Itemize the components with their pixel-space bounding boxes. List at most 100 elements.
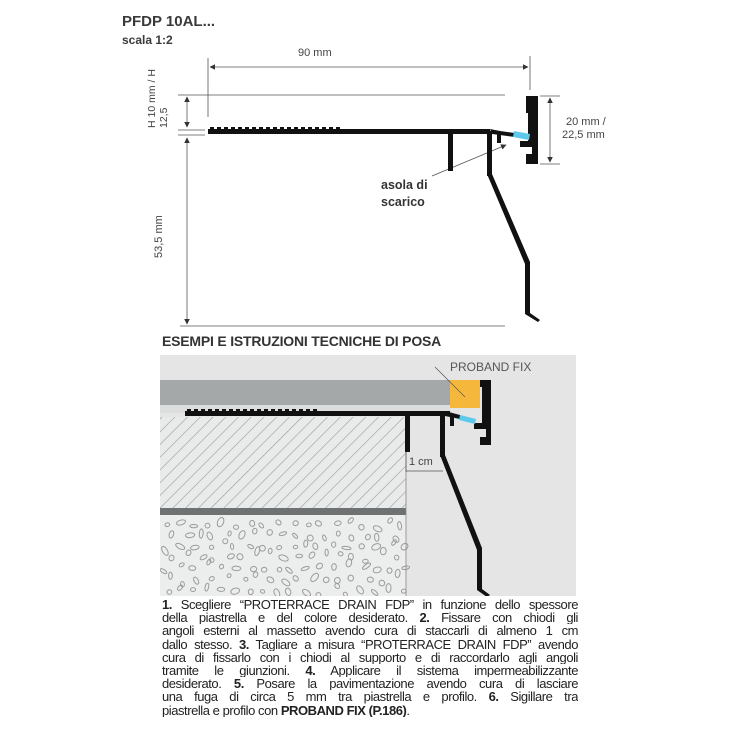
gravel-pebble bbox=[356, 585, 365, 595]
gravel-pebble bbox=[252, 527, 258, 535]
instruction-text: desiderato. bbox=[162, 677, 234, 691]
profile-tooth bbox=[259, 127, 263, 129]
gravel-pebble bbox=[229, 543, 235, 550]
height-dimension-label: H 10 mm / H 12,5 bbox=[146, 69, 170, 128]
installation-heading: ESEMPI E ISTRUZIONI TECNICHE DI POSA bbox=[162, 333, 442, 349]
gravel-pebble bbox=[247, 543, 255, 550]
instruction-line: angoli esterni al massetto avendo cura d… bbox=[162, 624, 578, 637]
gravel-pebble bbox=[160, 568, 168, 575]
product-reference: PROBAND FIX (P.186) bbox=[280, 703, 407, 717]
gravel-pebble bbox=[362, 558, 369, 564]
profile-tooth bbox=[336, 127, 340, 129]
sealant-label: PROBAND FIX bbox=[450, 360, 532, 374]
gravel-pebble bbox=[226, 573, 232, 579]
gravel-pebble bbox=[342, 591, 348, 596]
gravel-pebble bbox=[364, 533, 371, 541]
gravel-pebble bbox=[243, 576, 249, 582]
gravel-pebble bbox=[331, 541, 337, 548]
gravel-pebble bbox=[370, 589, 379, 596]
gravel-pebble bbox=[391, 539, 397, 546]
instruction-text: cura di fissarlo con i chiodi al support… bbox=[162, 650, 578, 664]
gravel-pebble bbox=[278, 554, 289, 562]
gravel-pebble bbox=[258, 522, 265, 529]
gravel-pebble bbox=[322, 576, 330, 584]
gravel-pebble bbox=[315, 562, 324, 570]
gravel-pebble bbox=[204, 582, 210, 592]
gravel-pebble bbox=[314, 520, 323, 527]
gravel-pebble bbox=[281, 578, 291, 587]
instruction-text: tramite le giunzioni. bbox=[162, 663, 306, 678]
membrane-layer bbox=[160, 508, 406, 515]
gravel-pebble bbox=[348, 534, 355, 542]
gravel-pebble bbox=[372, 566, 382, 574]
profile-tooth bbox=[313, 409, 317, 411]
gravel-pebble bbox=[161, 545, 169, 556]
step-number: 3. bbox=[238, 637, 249, 651]
adhesive-layer bbox=[160, 405, 450, 413]
gravel-pebble bbox=[347, 517, 354, 524]
profile-shape bbox=[208, 96, 540, 322]
profile-installed bbox=[185, 380, 491, 596]
profile-tooth bbox=[308, 127, 312, 129]
drain-slot bbox=[459, 415, 476, 424]
gravel-pebble bbox=[387, 517, 394, 524]
gravel-pebble bbox=[199, 554, 208, 561]
instruction-text: Sigillare tra bbox=[498, 690, 578, 704]
profile-tooth bbox=[322, 127, 326, 129]
gravel-pebble bbox=[168, 530, 175, 539]
profile-tooth bbox=[299, 409, 303, 411]
gravel-pebble bbox=[393, 554, 400, 561]
installation-illustration bbox=[160, 355, 576, 596]
gravel-pebble bbox=[335, 530, 341, 537]
gravel-pebble bbox=[175, 542, 186, 551]
gravel-pebble bbox=[292, 575, 299, 582]
step-number: 5. bbox=[233, 677, 244, 691]
gravel-pebble bbox=[312, 542, 319, 551]
gravel-pebble bbox=[358, 523, 365, 531]
gravel-pebble bbox=[366, 576, 374, 583]
gravel-pebble bbox=[292, 532, 299, 539]
gravel-pebble bbox=[267, 547, 273, 555]
instruction-line: 1. Scegliere “PROTERRACE DRAIN FDP” in f… bbox=[162, 598, 578, 611]
gravel-pebble bbox=[379, 546, 387, 556]
gravel-pebble bbox=[394, 568, 401, 578]
profile-tooth bbox=[257, 409, 261, 411]
drain-slot-callout-1: asola di bbox=[381, 178, 428, 192]
gap-label: 1 cm bbox=[409, 456, 433, 468]
gravel-pebble bbox=[285, 566, 293, 574]
installation-instructions: 1. Scegliere “PROTERRACE DRAIN FDP” in f… bbox=[162, 598, 578, 717]
instruction-text: della piastrella e del colore desiderato… bbox=[162, 611, 420, 625]
profile-tooth bbox=[194, 409, 198, 411]
gravel-pebble bbox=[222, 538, 229, 545]
instruction-text: Tagliare a misura “PROTERRACE DRAIN FDP”… bbox=[248, 637, 578, 651]
gravel-pebble bbox=[176, 584, 184, 591]
gravel-pebble bbox=[216, 516, 225, 528]
instruction-line: una fuga di circa 5 mm tra piastrella e … bbox=[162, 690, 578, 703]
profile-tooth bbox=[306, 409, 310, 411]
gravel-pebble bbox=[231, 565, 242, 572]
profile-tooth bbox=[264, 409, 268, 411]
step-number: 6. bbox=[488, 690, 499, 704]
gravel-pebble bbox=[334, 583, 341, 590]
profile-tooth bbox=[273, 127, 277, 129]
gravel-pebble bbox=[266, 576, 275, 584]
gravel-pebble bbox=[227, 530, 232, 537]
instruction-text: Posare la pavimentazione avendo cura di … bbox=[243, 677, 578, 691]
gravel-pebble bbox=[303, 539, 309, 548]
gravel-pebble bbox=[292, 544, 299, 550]
gravel-pebble bbox=[230, 587, 241, 595]
gravel-pebble bbox=[334, 520, 342, 526]
gravel-pebble bbox=[168, 554, 175, 562]
gravel-pebble bbox=[276, 545, 283, 551]
profile-tooth bbox=[301, 127, 305, 129]
gravel-pebble bbox=[206, 531, 214, 541]
gravel-pebble bbox=[226, 553, 235, 560]
gravel-pebble bbox=[324, 548, 329, 557]
gravel-pebble bbox=[254, 546, 261, 557]
gravel-pebble bbox=[216, 586, 226, 592]
gravel-pebble bbox=[198, 528, 204, 539]
gravel-pebble bbox=[337, 551, 344, 557]
profile-tooth bbox=[294, 127, 298, 129]
instruction-text: Scegliere “PROTERRACE DRAIN FDP” in funz… bbox=[171, 598, 578, 612]
gravel-pebble bbox=[193, 576, 200, 585]
